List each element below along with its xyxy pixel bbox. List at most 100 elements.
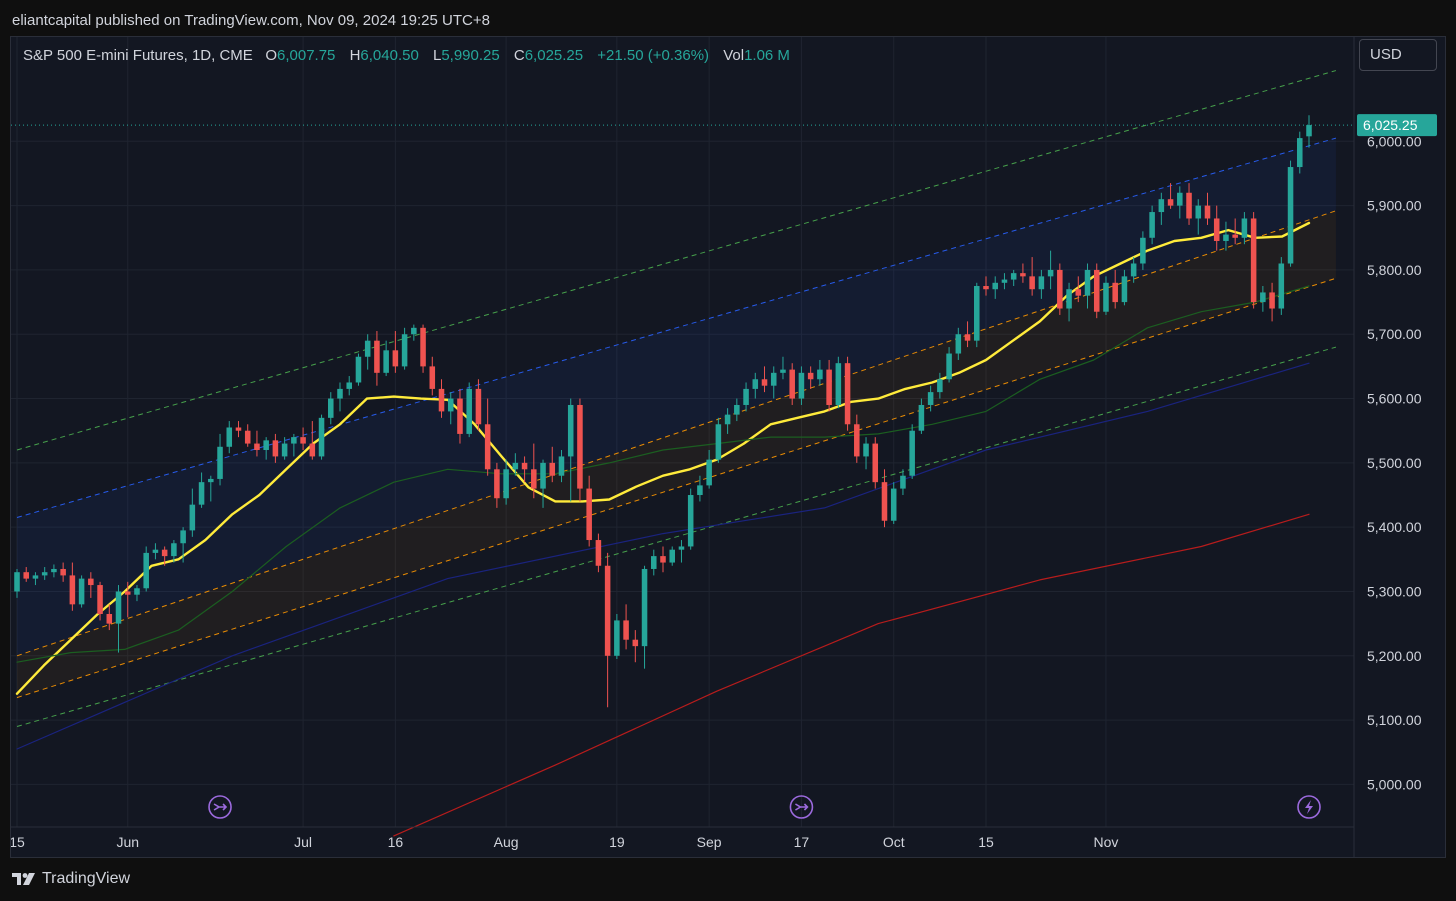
candle-body xyxy=(1260,292,1266,303)
candle-body xyxy=(937,379,943,393)
candle-body xyxy=(41,572,48,576)
lightning-icon[interactable] xyxy=(1297,795,1321,819)
candle-body xyxy=(124,591,131,595)
candle-body xyxy=(180,530,186,544)
candle-body xyxy=(706,459,712,486)
price-chart[interactable]: 5,000.00 5,100.00 5,200.00 5,300.00 5,400.00… xyxy=(11,37,1445,857)
candle-body xyxy=(844,363,851,425)
candle-body xyxy=(503,469,509,499)
currency-button[interactable]: USD xyxy=(1359,39,1437,71)
split-arrow-icon[interactable] xyxy=(208,795,232,819)
brand[interactable]: TradingView xyxy=(12,870,130,888)
candle-body xyxy=(1038,276,1045,290)
candle-body xyxy=(632,639,639,647)
candle-body xyxy=(697,485,703,496)
open-label: O xyxy=(265,47,277,64)
time-tick-label: 19 xyxy=(609,834,625,850)
price-tick-label: 5,400.00 xyxy=(1367,519,1422,535)
open-value: 6,007.75 xyxy=(277,47,336,64)
price-tick-label: 6,000.00 xyxy=(1367,133,1422,149)
candle-body xyxy=(595,540,602,566)
candle-body xyxy=(817,369,823,380)
candle-body xyxy=(1167,199,1174,206)
time-tick-label: Jun xyxy=(116,834,139,850)
candle-body xyxy=(641,568,648,647)
candle-body xyxy=(549,462,556,476)
candle-body xyxy=(60,568,66,576)
candle-body xyxy=(651,556,657,569)
candle-body xyxy=(531,469,537,489)
candle-body xyxy=(51,568,57,573)
candle-body xyxy=(1241,218,1248,238)
candle-body xyxy=(198,482,205,505)
channel-line-inner_top xyxy=(16,210,1337,657)
candle-body xyxy=(1213,218,1220,241)
candle-body xyxy=(927,392,934,405)
candle-body xyxy=(1010,273,1017,280)
publisher-bar: eliantcapital published on TradingView.c… xyxy=(0,0,1456,36)
candle-body xyxy=(1029,276,1035,290)
split-arrow-icon[interactable] xyxy=(789,795,814,819)
band-fill-upper xyxy=(17,138,1336,656)
candle-body xyxy=(208,478,214,483)
candle-body xyxy=(1186,192,1192,219)
candle-body xyxy=(909,430,915,476)
candle-body xyxy=(752,379,759,389)
channel-line-mid_top xyxy=(16,137,1337,519)
footer: TradingView xyxy=(0,858,1456,901)
symbol-name: S&P 500 E-mini Futures, 1D, CME xyxy=(23,47,253,64)
candle-body xyxy=(14,572,20,592)
brand-name: TradingView xyxy=(42,870,131,887)
candle-body xyxy=(171,543,177,557)
candle-body xyxy=(826,369,832,405)
price-tick-label: 5,200.00 xyxy=(1367,648,1422,664)
price-tick-label: 5,300.00 xyxy=(1367,583,1422,599)
candle-body xyxy=(669,549,675,563)
candle-body xyxy=(687,495,694,547)
candle-body xyxy=(438,388,445,412)
candle-body xyxy=(115,591,122,624)
candle-body xyxy=(263,440,269,450)
candle-body xyxy=(660,556,666,563)
candle-body xyxy=(484,424,491,470)
candle-body xyxy=(734,404,740,415)
chart-frame[interactable]: 5,000.00 5,100.00 5,200.00 5,300.00 5,400.00… xyxy=(10,36,1446,858)
candle-body xyxy=(863,443,869,457)
candle-body xyxy=(309,443,316,457)
candle-body xyxy=(854,424,860,457)
candle-body xyxy=(254,443,260,450)
high-label: H xyxy=(349,47,361,64)
candle-body xyxy=(69,575,76,605)
candle-body xyxy=(918,404,925,431)
close-label: C xyxy=(513,47,525,64)
candle-body xyxy=(567,404,574,457)
vol-value: 1.06 M xyxy=(744,47,790,64)
candle-body xyxy=(512,462,519,470)
price-tick-label: 5,900.00 xyxy=(1367,198,1422,214)
candle-body xyxy=(1020,273,1026,277)
candle-body xyxy=(475,388,482,425)
candle-body xyxy=(780,369,786,373)
channel-line-inner_bot xyxy=(16,277,1337,699)
close-value: 6,025.25 xyxy=(524,47,584,64)
candle-body xyxy=(447,398,454,412)
band-fill-inner xyxy=(17,210,1336,698)
candle-body xyxy=(1112,282,1118,303)
candle-body xyxy=(189,504,196,531)
candle-body xyxy=(623,620,629,640)
candle-body xyxy=(1066,289,1072,309)
candle-body xyxy=(1287,167,1294,264)
candle-body xyxy=(604,565,611,656)
candle-body xyxy=(540,462,546,489)
candle-body xyxy=(1103,282,1109,312)
candle-body xyxy=(318,417,325,457)
candle-body xyxy=(152,549,159,553)
candle-body xyxy=(346,382,352,389)
time-tick-label: 15 xyxy=(11,834,25,850)
candle-body xyxy=(328,398,334,418)
candle-body xyxy=(586,488,592,541)
candle-body xyxy=(161,549,168,557)
price-tick-label: 5,800.00 xyxy=(1367,262,1422,278)
candle-body xyxy=(521,462,528,470)
candle-body xyxy=(955,334,962,354)
